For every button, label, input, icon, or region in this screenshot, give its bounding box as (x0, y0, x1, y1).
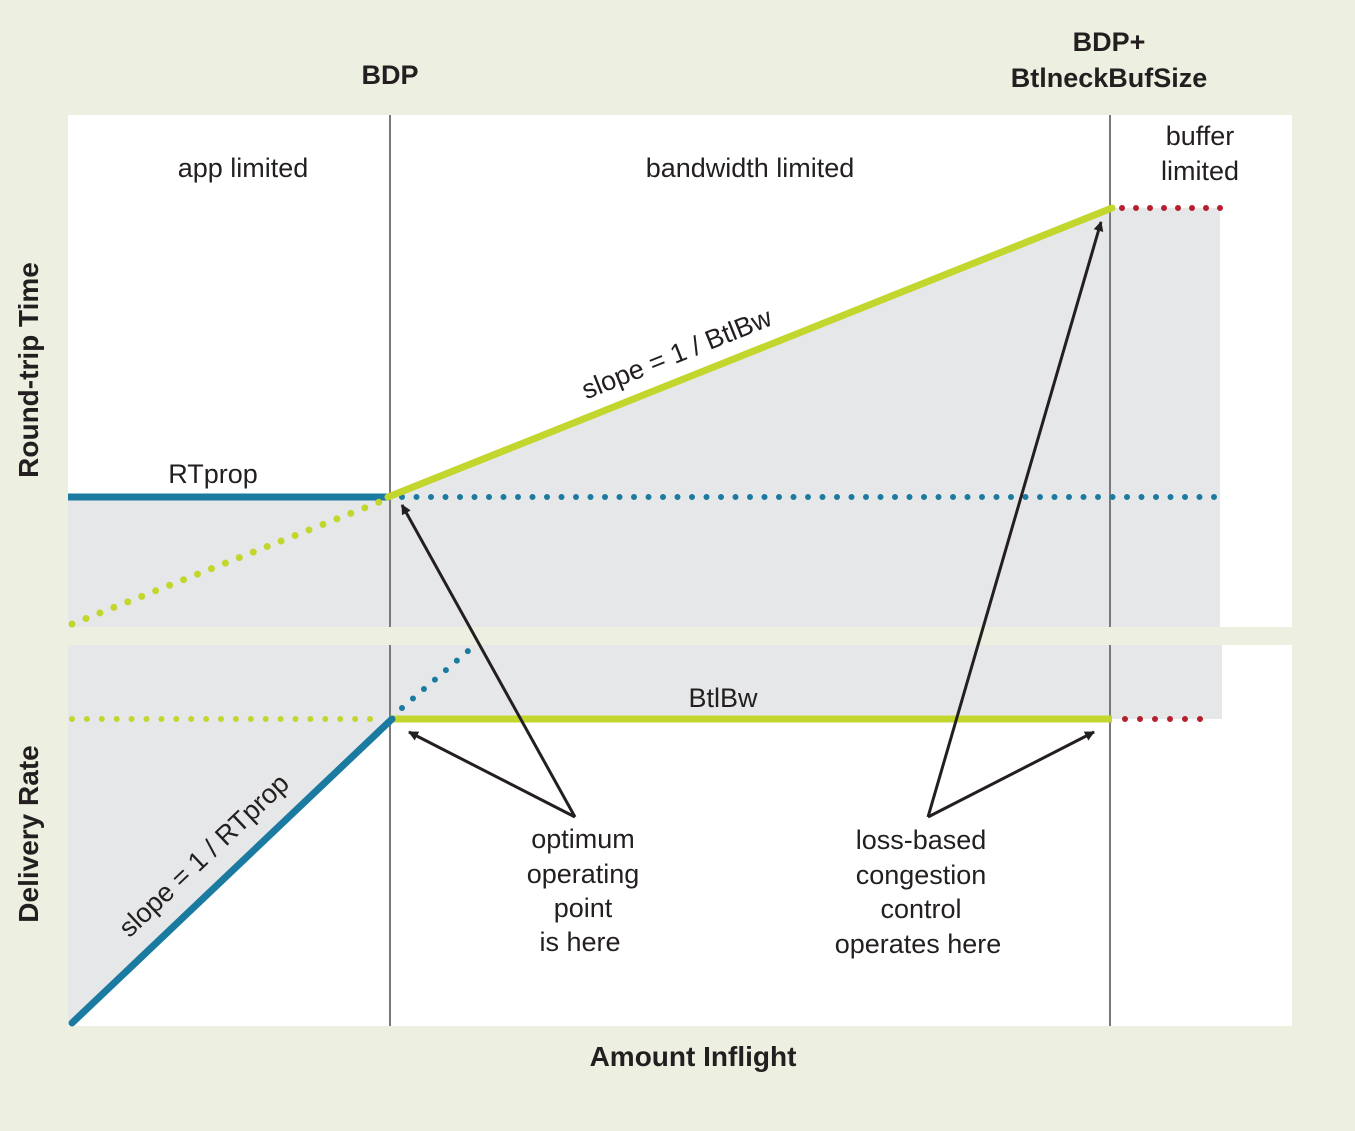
loss-line-2: congestion (856, 860, 987, 890)
btlneck-buf-label: BtlneckBufSize (1011, 63, 1208, 93)
app-limited-label: app limited (178, 153, 309, 183)
optimum-line-3: point (554, 893, 613, 923)
delivery-blue-dotted (399, 648, 471, 711)
optimum-line-2: operating (527, 859, 640, 889)
bdp-plus-label: BDP+ (1073, 27, 1146, 57)
optimum-line-4: is here (539, 927, 620, 957)
btlbw-label: BtlBw (688, 683, 758, 713)
loss-arrow-right (927, 730, 1095, 819)
bandwidth-limited-label: bandwidth limited (646, 153, 855, 183)
delivery-slope-line (68, 715, 396, 1027)
loss-line-3: control (880, 894, 961, 924)
loss-arrow-up (926, 221, 1104, 818)
x-axis-label: Amount Inflight (590, 1041, 797, 1072)
optimum-line-1: optimum (531, 824, 635, 854)
loss-line-1: loss-based (856, 825, 987, 855)
loss-line-4: operates here (835, 929, 1002, 959)
bdp-label: BDP (361, 60, 418, 90)
y-axis-bottom-label: Delivery Rate (13, 745, 44, 922)
buffer-label: buffer (1166, 121, 1235, 151)
rtt-green-dotted (68, 497, 386, 628)
y-axis-top-label: Round-trip Time (13, 262, 44, 478)
rtprop-label: RTprop (168, 459, 258, 489)
delivery-shade-top (68, 645, 1222, 719)
optimum-arrow-left (408, 730, 576, 819)
rtt-slope-line (384, 204, 1116, 501)
optimum-arrow-up (400, 504, 577, 818)
limited-label: limited (1161, 156, 1239, 186)
